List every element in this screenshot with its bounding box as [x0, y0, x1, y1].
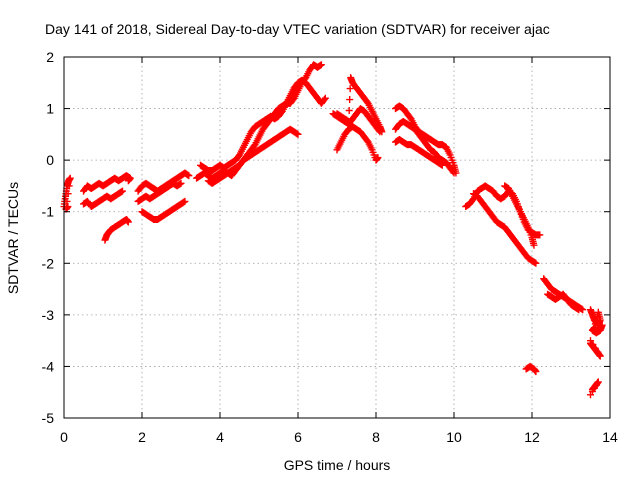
y-axis-label: SDTVAR / TECUs [5, 182, 21, 294]
data-point [185, 172, 193, 180]
data-point [294, 130, 302, 138]
series-arc-m [333, 74, 386, 136]
data-point [592, 316, 600, 324]
data-point [345, 117, 353, 125]
series-arc-y [587, 378, 602, 399]
data-point [532, 259, 540, 267]
data-point [587, 391, 594, 399]
chart-title: Day 141 of 2018, Sidereal Day-to-day VTE… [45, 21, 550, 37]
y-tick-label: -2 [42, 255, 55, 271]
series-arc-b [80, 172, 134, 195]
data-point [317, 61, 325, 69]
data-point [596, 352, 604, 360]
data-point [530, 241, 538, 249]
data-point [591, 344, 599, 352]
data-point [598, 321, 606, 329]
data-point [589, 341, 597, 349]
data-point [64, 203, 72, 211]
x-tick-label: 0 [60, 429, 68, 445]
y-tick-label: -5 [42, 410, 55, 426]
data-point [320, 96, 328, 104]
x-axis-label: GPS time / hours [284, 457, 391, 473]
x-tick-label: 2 [138, 429, 146, 445]
series-arc-d [101, 215, 132, 244]
data-point [575, 306, 583, 314]
data-points [60, 61, 606, 399]
y-tick-label: -4 [42, 358, 55, 374]
series-arc-s [501, 182, 538, 249]
data-point [591, 320, 599, 328]
data-point [321, 94, 329, 102]
data-point [345, 107, 353, 115]
data-point [532, 368, 540, 376]
data-point [593, 312, 601, 320]
series-arc-p [392, 136, 446, 169]
x-tick-label: 14 [602, 429, 618, 445]
data-point [346, 96, 354, 104]
y-tick-label: 1 [46, 101, 54, 117]
data-point [65, 182, 73, 190]
series-arc-u [544, 290, 583, 314]
y-tick-label: -1 [42, 204, 55, 220]
series-arc-j [204, 125, 302, 187]
data-point [124, 177, 132, 185]
x-tick-label: 12 [524, 429, 540, 445]
series-arc-g [138, 197, 189, 223]
series-arc-v [522, 362, 540, 376]
data-point [594, 348, 602, 356]
data-point [587, 337, 594, 345]
y-tick-label: 0 [46, 152, 54, 168]
data-point [450, 169, 458, 177]
y-tick-label: 2 [46, 49, 54, 65]
plot-frame [63, 56, 611, 419]
x-tick-label: 10 [446, 429, 462, 445]
data-point [438, 161, 446, 169]
x-tick-label: 6 [294, 429, 302, 445]
series-arc-c [80, 187, 126, 211]
data-point [449, 168, 457, 176]
series-arc-f [134, 179, 185, 205]
data-point [119, 187, 126, 195]
series-arc-w [587, 306, 606, 337]
data-point [346, 85, 354, 93]
series-arc-a [60, 174, 74, 213]
series-arc-i [197, 76, 329, 174]
data-point [66, 174, 74, 182]
data-point [181, 197, 189, 205]
y-tick-label: -3 [42, 307, 55, 323]
x-tick-label: 8 [372, 429, 380, 445]
data-point [536, 231, 544, 239]
series-arc-r [470, 190, 540, 267]
series-arc-x [587, 337, 604, 360]
data-point [378, 128, 386, 136]
data-point [64, 190, 72, 198]
x-tick-label: 4 [216, 429, 224, 445]
data-point [374, 154, 382, 162]
series-arc-l [333, 123, 382, 164]
data-point [124, 218, 132, 226]
data-point [177, 179, 185, 187]
data-point [594, 308, 602, 316]
